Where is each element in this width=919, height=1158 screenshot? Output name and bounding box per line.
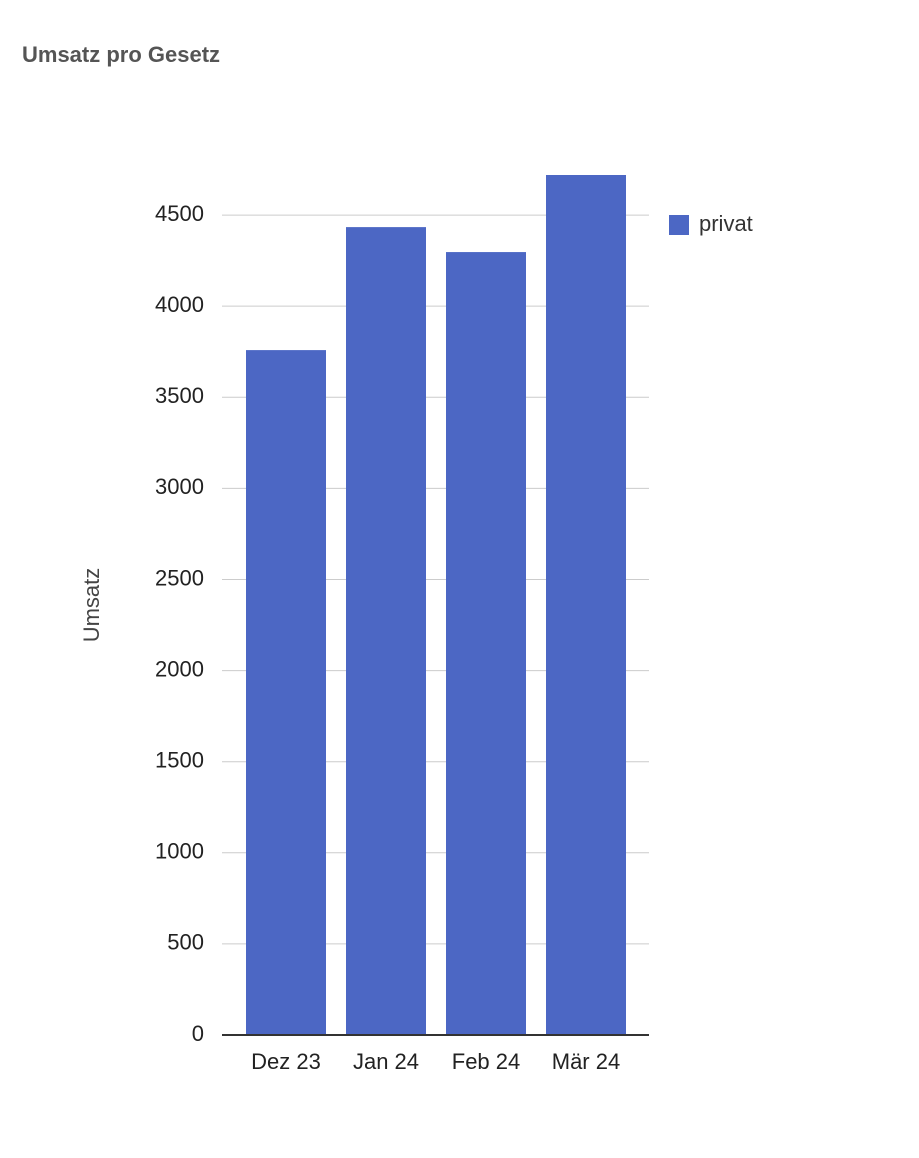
- y-axis-label: Umsatz: [79, 568, 104, 643]
- y-tick-label: 2500: [155, 565, 204, 590]
- bar[interactable]: [546, 175, 626, 1035]
- y-tick-label: 1000: [155, 839, 204, 864]
- x-tick-label: Feb 24: [452, 1049, 521, 1074]
- x-tick-label: Jan 24: [353, 1049, 419, 1074]
- y-tick-label: 3000: [155, 474, 204, 499]
- x-tick-label: Mär 24: [552, 1049, 620, 1074]
- x-tick-label: Dez 23: [251, 1049, 321, 1074]
- y-tick-label: 500: [167, 930, 204, 955]
- bar[interactable]: [246, 350, 326, 1036]
- chart-title: Umsatz pro Gesetz: [22, 42, 220, 67]
- y-tick-label: 1500: [155, 748, 204, 773]
- y-tick-label: 4500: [155, 201, 204, 226]
- y-tick-label: 2000: [155, 656, 204, 681]
- bar[interactable]: [446, 252, 526, 1036]
- bar[interactable]: [346, 227, 426, 1035]
- legend-swatch[interactable]: [669, 215, 689, 235]
- y-tick-label: 3500: [155, 383, 204, 408]
- legend-label[interactable]: privat: [699, 211, 753, 236]
- y-tick-label: 0: [192, 1021, 204, 1046]
- y-tick-label: 4000: [155, 292, 204, 317]
